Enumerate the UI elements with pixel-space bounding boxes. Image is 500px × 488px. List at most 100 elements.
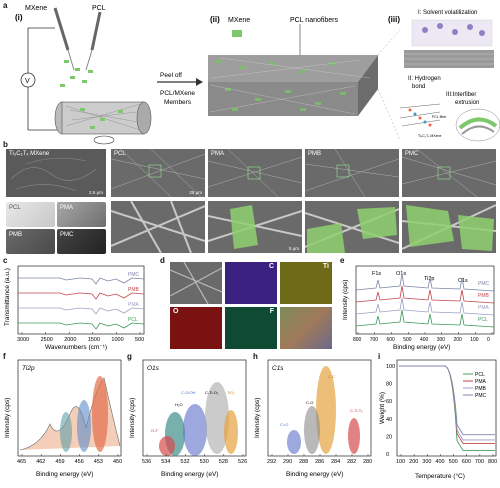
schematic-svg: (i) MXene PCL V Pee (15, 5, 500, 145)
xps-tick-label: 500 (403, 337, 412, 343)
members-label-2: Members (164, 99, 192, 106)
mxene-spray (60, 60, 93, 87)
ftir-series-label: PMA (128, 302, 140, 308)
photo-pmc: PMC (57, 229, 106, 254)
svg-text:C-O: C-O (306, 400, 313, 405)
tga-legend-label: PMB (475, 386, 487, 392)
xps-tick-label: 200 (454, 337, 463, 343)
tga-ytick-label: 60 (386, 399, 392, 405)
edx-map-o: O (170, 307, 222, 349)
svg-text:Intensity (cps): Intensity (cps) (254, 398, 261, 438)
svg-text:C1s: C1s (272, 365, 284, 372)
ti2p-tick-label: 459 (55, 459, 64, 465)
o1s-tick-label: 536 (142, 459, 151, 465)
sem-pcl-label: PCL (114, 151, 126, 157)
ti2p-chart: Ti2p Intensity (cps) Binding energy (eV)… (4, 359, 122, 478)
c1s-tick-label: 288 (299, 459, 308, 465)
svg-text:C-O/OH: C-O/OH (181, 390, 196, 395)
ti2p-tick-label: 462 (36, 459, 45, 465)
svg-text:O1s: O1s (147, 365, 160, 372)
ftir-tick-label: 2500 (41, 337, 53, 343)
peak-o1s: O1s (396, 271, 406, 277)
tga-tick-label: 700 (475, 459, 484, 465)
sem-pcl-zoom (111, 201, 205, 253)
xps-series-pma (355, 297, 495, 316)
o1s-chart: O1s Intensity (cps) Binding energy (eV) … (129, 359, 247, 478)
svg-text:Weight (%): Weight (%) (379, 392, 386, 424)
sem-pmb-zoom (305, 201, 399, 253)
tga-ytick-label: 40 (386, 417, 392, 423)
tga-tick-label: 600 (462, 459, 471, 465)
panel-label-g: g (127, 352, 132, 361)
panel-label-d: d (160, 256, 165, 265)
scale-bar-label: 2.5 μm (89, 190, 103, 195)
mxene-callout: MXene (228, 17, 250, 24)
solvent-box (411, 19, 493, 47)
step-iii-label: (iii) (388, 15, 400, 24)
ftir-xlabel: Wavenumbers (cm⁻¹) (45, 344, 107, 351)
mxene-syringe (53, 7, 70, 51)
svg-text:Binding energy (eV): Binding energy (eV) (36, 471, 93, 478)
photo-pma: PMA (57, 202, 106, 227)
o1s-tick-label: 530 (200, 459, 209, 465)
mechanism-1-label: I: Solvent volatilization (418, 10, 477, 16)
mxene-highlight (230, 205, 258, 249)
hydrogen-bond-diagram (399, 103, 441, 127)
ftir-series-pmb (18, 292, 145, 300)
panel-label-a: a (3, 1, 8, 10)
pcl-syringe-label: PCL (92, 5, 106, 12)
sem-pma-zoom: 5 μm (208, 201, 302, 253)
ti2p-tick-label: 456 (75, 459, 84, 465)
xps-tick-label: 700 (370, 337, 379, 343)
peel-off-label: Peel off (160, 72, 182, 79)
ftir-series-pma (18, 307, 145, 315)
ftir-tick-label: 2000 (64, 337, 76, 343)
membrane-mxene-flakes (215, 60, 346, 111)
edx-map-overlay (280, 307, 332, 349)
tga-legend-label: PCL (475, 372, 485, 378)
membrane-fibers (209, 57, 371, 115)
rotation-arrow (93, 135, 115, 145)
o1s-tick-label: 534 (161, 459, 170, 465)
panel-label-c: c (3, 256, 8, 265)
pcl-needle (85, 49, 93, 71)
sem-pmc-zoom (402, 201, 496, 253)
tga-tick-label: 500 (449, 459, 458, 465)
o1s-tick-label: 526 (238, 459, 247, 465)
xps-series-label: PMC (478, 281, 490, 287)
ftir-tick-label: 1000 (111, 337, 123, 343)
c1s-tick-label: 290 (283, 459, 292, 465)
ftir-series-pcl (18, 322, 145, 330)
ftir-tick-label: 1500 (88, 337, 100, 343)
svg-text:Binding energy (eV): Binding energy (eV) (161, 471, 218, 478)
edx-map-c: C (225, 262, 277, 304)
o1s-tick-label: 532 (180, 459, 189, 465)
ftir-tick-label: 500 (135, 337, 144, 343)
o1s-tick-label: 528 (219, 459, 228, 465)
xps-tick-label: 0 (487, 337, 490, 343)
svg-text:Ti2p: Ti2p (22, 365, 35, 372)
step-ii-label: (ii) (210, 15, 220, 24)
svg-text:O-F: O-F (151, 428, 158, 433)
sem-pmb-label: PMB (308, 151, 322, 157)
panel-label-h: h (253, 352, 258, 361)
edx-sem (170, 262, 222, 304)
xps-tick-label: 100 (470, 337, 479, 343)
ti3c2tx-label: Ti₃C₂Tₓ MXene (418, 134, 441, 138)
mechanism-3-label: III:Interfiber (446, 92, 476, 98)
xps-ylabel: Intensity (cps) (342, 280, 349, 320)
ftir-series-pmc (18, 277, 145, 285)
voltage-label: V (25, 78, 30, 85)
c1s-tick-label: 284 (331, 459, 340, 465)
photo-pmb: PMB (6, 229, 55, 254)
xps-series-label: PCL (478, 317, 488, 323)
c1s-tick-label: 282 (347, 459, 356, 465)
xps-series-label: PMB (478, 293, 490, 299)
tga-ytick-label: 20 (386, 434, 392, 440)
xps-tick-label: 300 (437, 337, 446, 343)
svg-text:bond: bond (412, 84, 425, 90)
extrusion-inset (455, 108, 500, 142)
peak-f1s: F1s (372, 271, 381, 277)
ftir-series-label: PMB (128, 287, 140, 293)
